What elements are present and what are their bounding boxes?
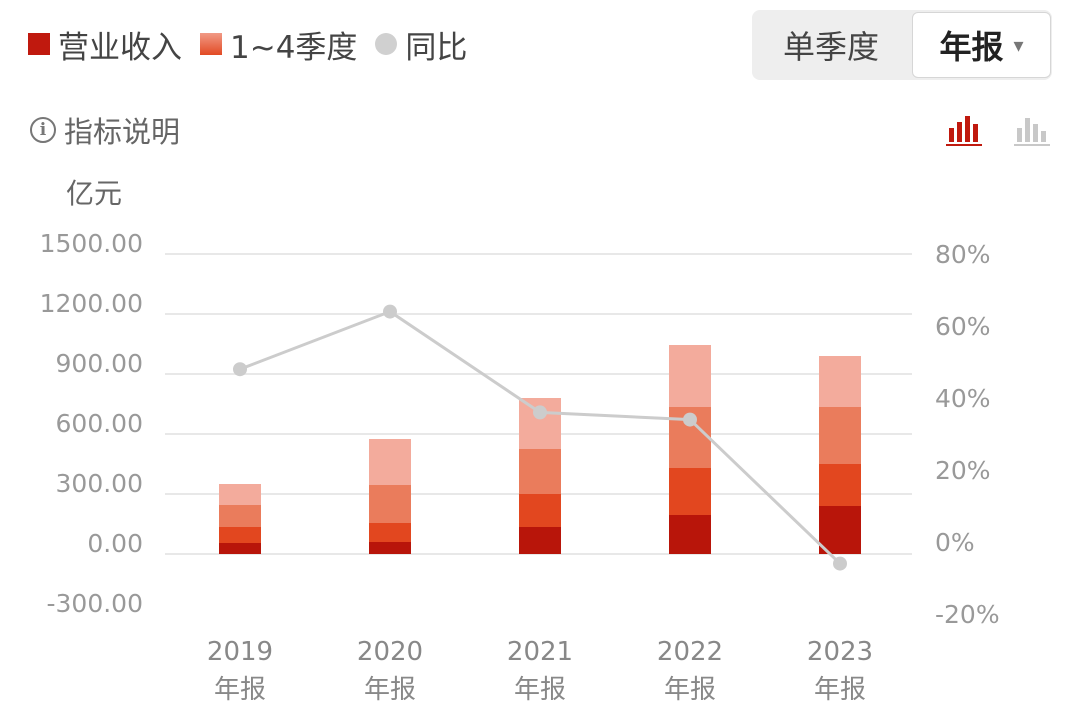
y2-tick-label: 40% — [935, 384, 991, 413]
bar-segment-q4 — [819, 356, 861, 407]
x-tick-label: 2021 — [507, 637, 573, 667]
info-icon: i — [30, 117, 56, 143]
bar-segment-q2 — [369, 523, 411, 542]
indicator-help-link[interactable]: i 指标说明 — [30, 110, 180, 150]
y-tick-label: 1500.00 — [40, 229, 143, 258]
x-tick-label: 2020 — [357, 637, 423, 667]
bar-segment-q4 — [219, 484, 261, 505]
x-tick-label: 年报 — [814, 675, 866, 705]
legend-swatch-revenue — [28, 33, 50, 55]
y2-tick-label: -20% — [935, 600, 1000, 629]
single-quarter-option[interactable]: 单季度 — [752, 10, 910, 80]
legend-item-quarters[interactable]: 1~4季度 — [200, 22, 357, 67]
indicator-help-label: 指标说明 — [64, 115, 181, 149]
bar-segment-q2 — [219, 527, 261, 543]
yoy-point — [233, 362, 247, 377]
bar-segment-q4 — [669, 345, 711, 407]
x-tick-label: 年报 — [364, 675, 416, 705]
yoy-point — [833, 556, 847, 571]
legend-item-yoy[interactable]: 同比 — [375, 22, 467, 67]
legend-item-revenue[interactable]: 营业收入 — [28, 22, 182, 67]
bar-segment-q2 — [519, 494, 561, 527]
y-axis-unit: 亿元 — [66, 177, 123, 210]
x-tick-label: 年报 — [514, 675, 566, 705]
y2-tick-label: 80% — [935, 240, 991, 269]
yoy-point — [533, 405, 547, 420]
x-tick-label: 2019 — [207, 637, 273, 667]
legend-label-revenue: 营业收入 — [58, 29, 182, 66]
x-tick-label: 2023 — [807, 637, 873, 667]
chart-legend: 营业收入 1~4季度 同比 — [28, 22, 485, 66]
annual-option[interactable]: 年报 ▾ — [912, 12, 1051, 78]
yoy-point — [383, 304, 397, 319]
y-tick-label: 300.00 — [56, 469, 143, 498]
legend-label-quarters: 1~4季度 — [230, 29, 358, 66]
bar-segment-q3 — [519, 449, 561, 494]
bar-segment-q3 — [219, 505, 261, 527]
x-tick-label: 2022 — [657, 637, 723, 667]
bar-segment-q1 — [669, 515, 711, 554]
y-tick-label: -300.00 — [47, 589, 144, 618]
bar-segment-q1 — [519, 527, 561, 554]
y-tick-label: 1200.00 — [40, 289, 143, 318]
yoy-point — [683, 412, 697, 427]
grouped-bar-view-icon[interactable] — [1014, 112, 1050, 146]
legend-label-yoy: 同比 — [405, 29, 468, 66]
x-tick-label: 年报 — [664, 675, 716, 705]
stacked-bar-view-icon[interactable] — [946, 112, 982, 146]
legend-dot-yoy — [375, 33, 398, 55]
bar-segment-q3 — [819, 407, 861, 464]
chevron-down-icon: ▾ — [1013, 33, 1024, 57]
bar-segment-q2 — [669, 468, 711, 515]
y2-tick-label: 20% — [935, 456, 991, 485]
bar-segment-q3 — [369, 485, 411, 523]
bar-segment-q1 — [369, 542, 411, 554]
y2-tick-label: 60% — [935, 312, 991, 341]
bar-segment-q4 — [369, 439, 411, 485]
annual-label: 年报 — [939, 28, 1004, 66]
single-quarter-label: 单季度 — [782, 28, 879, 66]
x-tick-label: 年报 — [214, 675, 266, 705]
y-tick-label: 0.00 — [87, 529, 143, 558]
legend-swatch-quarters — [200, 33, 222, 55]
period-toggle: 单季度 年报 ▾ — [752, 10, 1052, 80]
y2-tick-label: 0% — [935, 528, 975, 557]
bar-segment-q1 — [819, 506, 861, 554]
bar-segment-q1 — [219, 543, 261, 554]
bar-segment-q2 — [819, 464, 861, 506]
y-tick-label: 600.00 — [56, 409, 143, 438]
y-tick-label: 900.00 — [56, 349, 143, 378]
